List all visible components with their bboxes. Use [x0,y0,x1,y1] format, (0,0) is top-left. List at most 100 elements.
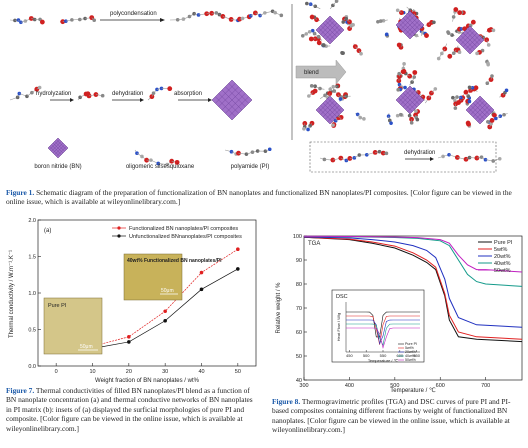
atom [328,87,333,91]
dehydration-legend-box [309,141,497,173]
figure8-xlabel: Temperature / ℃ [390,387,436,394]
atom [308,124,312,128]
figure8-chart: TGA 300 400 500 600 700 40 50 60 70 80 90 100 Pure … [276,234,523,394]
figure1-schematic: polycondensation hydrolyzation dehydrati… [9,0,509,173]
figure7-panel-label: (a) [44,228,51,234]
figure1-caption: Figure 1. Schematic diagram of the prepa… [6,188,522,207]
atom [309,84,314,88]
atom [83,16,87,21]
atom [341,51,345,55]
figure8-inset-curve [346,311,420,338]
atom [447,53,453,59]
composite-bn-sheet [315,15,345,45]
atom [310,28,315,33]
figure7-inset-pure-pi-scale: 50μm [80,344,93,350]
atom [330,157,336,163]
figure7-point [127,340,131,344]
figure7-xlabel: Weight fraction of BN nanoplates / wt% [95,378,200,384]
figure7-point [236,247,240,251]
atom [384,151,389,156]
figure7-inset-pure-pi: Pure PI 50μm [43,297,103,355]
figure7-legend-label: Unfunctionalized BNnanoplates/PI composi… [129,234,242,240]
boron-nitride-legend-label: boron nitride (BN) [34,164,81,170]
composite-bn-sheet [395,85,425,115]
figure7-inset-composite: 40wt% Functionalized BN nanoplates/PI 50… [123,253,222,301]
atom [486,43,491,47]
figure8-series-line [303,236,523,343]
atom [504,88,509,93]
atom [424,33,429,38]
atom [338,114,344,120]
composite-bn-sheet [395,10,425,40]
figure7-caption-label: Figure 7. [6,386,35,395]
atom [100,93,105,98]
figure7-ytick-label: 0.0 [28,364,36,370]
figure7-chart: (a) 0 10 20 30 40 50 0.0 0.5 1.0 1.5 2.0 Functiona… [9,218,257,384]
figure8-inset-legend-label: 20wt% [405,350,417,354]
atom [465,120,471,126]
atom [395,8,400,13]
atom [322,43,326,48]
figure8-inset-label: DSC [336,294,348,300]
figure7-ytick-label: 1.5 [28,255,36,261]
atom [442,46,448,52]
figure7-inset-composite-title: 40wt% Functionalized BN nanoplates/PI [127,258,222,264]
figure8-inset-curve [346,327,420,349]
dehydration-legend-label: dehydration [404,150,435,156]
atom [312,36,318,42]
figure7-xtick-label: 40 [198,369,204,375]
figure8-xtick-label: 600 [436,383,445,389]
composite-bn-sheet [455,25,485,55]
atom [267,147,272,152]
oligomeric-legend-label: oligomeric silsesquioxane [126,164,195,170]
atom [344,16,349,21]
atom [409,121,414,125]
atom [484,37,490,43]
figure8-inset-curve [346,319,420,345]
atom [502,112,506,117]
atom [403,85,407,90]
atom [167,86,173,92]
atom [470,19,476,25]
figure8-caption-text: Thermogravimetric profiles (TGA) and DSC… [272,397,511,435]
composite-bn-sheet [315,95,345,125]
atom [308,2,313,6]
atom [486,119,490,124]
molecule-drawings [9,0,509,167]
figure8-ytick-label: 70 [296,306,302,312]
absorption-label: absorption [174,91,202,97]
figure8-inset-legend-label: 5wt% [405,346,415,350]
atom [316,40,322,46]
blend-label: blend [304,70,319,76]
atom [396,42,402,48]
atom [497,156,502,161]
figure8-inset-xtick-label: 650 [413,353,420,358]
figure8-xtick-label: 500 [390,383,399,389]
atom [453,106,458,110]
atom [17,91,22,96]
figure8-ytick-label: 90 [296,258,302,264]
atom [457,50,462,55]
atom [396,88,400,92]
figure7-caption-text: Thermal conductivities of filled BN nano… [6,386,253,433]
figure7-xtick-label: 50 [235,369,241,375]
figure7-ytick-label: 2.0 [28,218,36,224]
figure7-point [199,287,204,292]
figure7-xtick-label: 20 [126,369,132,375]
atom [341,20,346,24]
figure7-ytick-label: 1.0 [28,291,36,297]
figure7-xtick-label: 0 [55,369,58,375]
figure8-xtick-label: 700 [481,383,490,389]
figure7-ytick-label: 0.5 [28,328,36,334]
figure8-legend-label: 40wt% [494,261,511,267]
atom [302,126,306,131]
atom [335,84,339,89]
figure8-xtick-label: 400 [345,383,354,389]
figure7-inset-pure-pi-title: Pure PI [48,303,67,309]
figure8-inset-legend-label: Pure PI [405,342,417,346]
atom [305,1,309,6]
atom [308,36,314,42]
figure8-legend-label: 5wt% [494,247,508,253]
hydrolyzation-label: hydrolyzation [36,91,71,97]
figure8-inset-ylabel: Heat Flow / W/g [336,313,341,341]
